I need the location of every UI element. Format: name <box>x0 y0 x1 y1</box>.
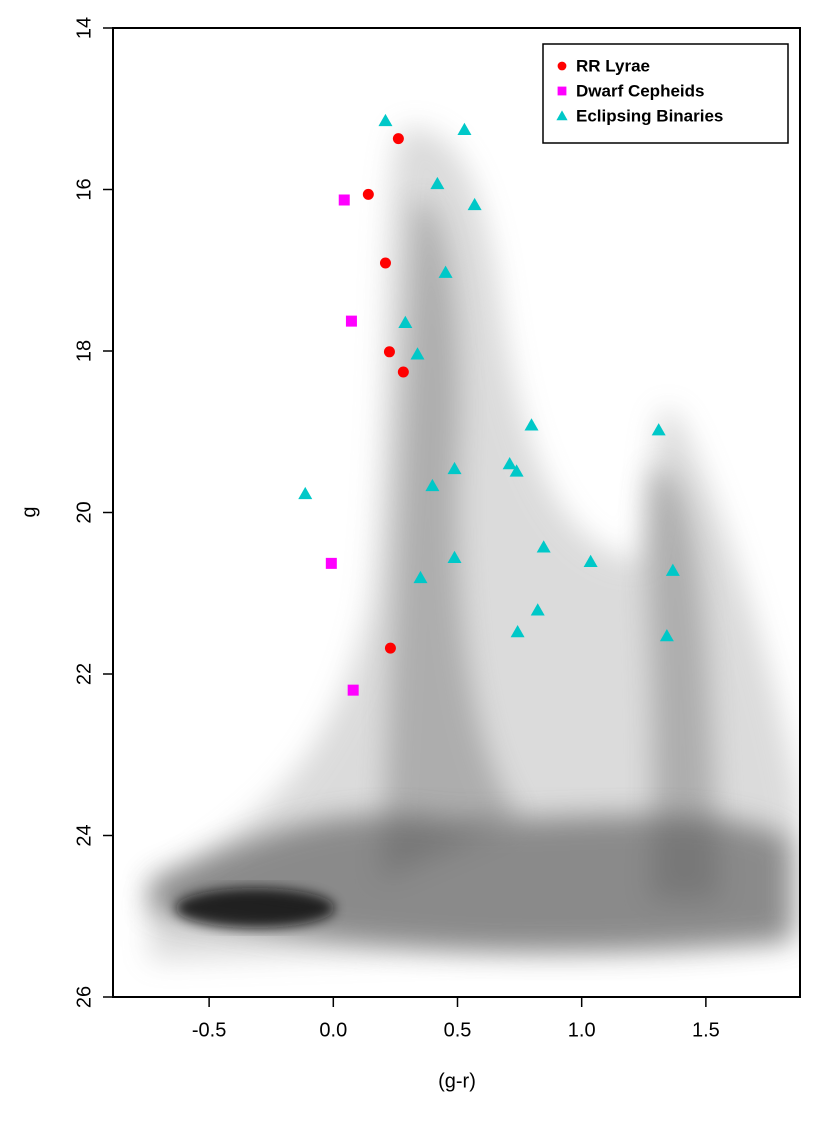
x-tick-label: 1.0 <box>568 1019 596 1041</box>
legend-label: RR Lyrae <box>576 56 650 75</box>
point <box>347 684 359 696</box>
point <box>659 629 674 642</box>
density-background <box>150 128 800 960</box>
point <box>345 315 357 327</box>
y-tick-label: 20 <box>73 501 95 523</box>
legend-marker <box>557 86 567 96</box>
x-tick-label: 0.5 <box>444 1019 472 1041</box>
point <box>384 642 396 654</box>
point <box>398 315 413 328</box>
y-tick-label: 26 <box>73 986 95 1008</box>
point <box>530 603 545 616</box>
point <box>383 346 395 358</box>
point <box>510 625 525 638</box>
point <box>430 176 445 190</box>
point <box>502 457 517 470</box>
point <box>379 257 391 269</box>
point <box>665 563 680 576</box>
point <box>362 188 374 200</box>
point <box>438 265 453 278</box>
x-tick-label: 0.0 <box>319 1019 347 1041</box>
point <box>397 366 409 378</box>
point <box>392 133 404 145</box>
point <box>467 197 482 211</box>
y-tick-label: 18 <box>73 340 95 362</box>
y-tick-label: 16 <box>73 178 95 200</box>
legend-box <box>542 43 789 144</box>
y-tick-label: 24 <box>73 824 95 846</box>
legend: RR Lyrae Dwarf Cepheids Eclipsing Binaries <box>542 43 789 144</box>
legend-label: Dwarf Cepheids <box>576 81 704 100</box>
x-axis-label: (g-r) <box>438 1070 476 1092</box>
point <box>536 540 551 553</box>
y-axis-label: g <box>18 506 40 517</box>
point <box>413 570 428 584</box>
x-tick-label: 1.5 <box>692 1019 720 1041</box>
point <box>378 113 393 127</box>
point <box>338 194 350 206</box>
point <box>410 347 425 360</box>
legend-marker <box>556 110 568 121</box>
legend-label: Eclipsing Binaries <box>576 106 723 125</box>
point <box>524 418 539 431</box>
y-tick-label: 22 <box>73 663 95 685</box>
point <box>298 486 313 500</box>
point <box>651 423 666 436</box>
x-tick-label: -0.5 <box>192 1019 226 1041</box>
point <box>509 464 524 477</box>
legend-marker <box>557 61 567 71</box>
y-tick-label: 14 <box>73 17 95 39</box>
point <box>457 122 472 135</box>
point <box>583 554 598 568</box>
point <box>325 557 337 569</box>
point <box>447 550 462 563</box>
point <box>447 461 462 475</box>
point <box>425 478 440 492</box>
